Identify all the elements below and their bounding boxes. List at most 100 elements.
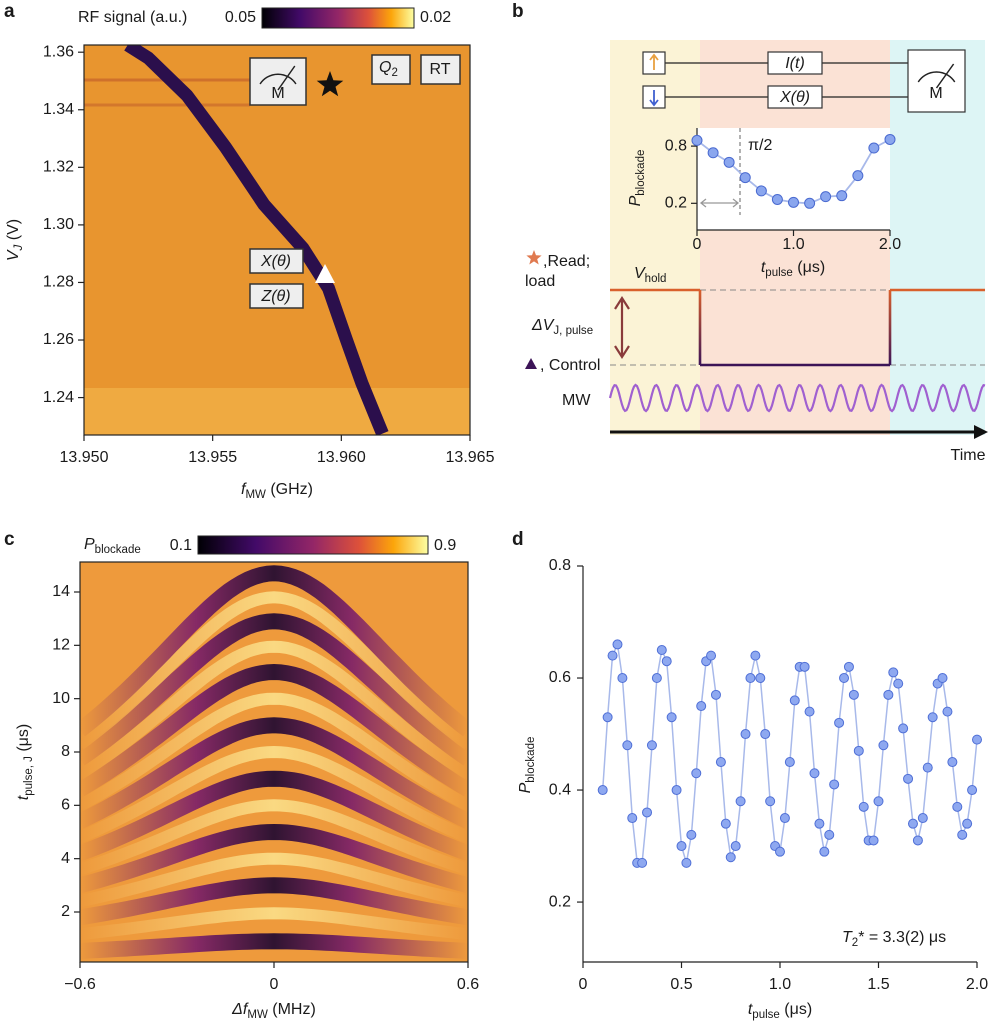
y-axis-label-part: P (517, 782, 534, 793)
y-axis-label-part: (V) (5, 219, 22, 245)
y-axis-label-part: blockade (525, 737, 537, 783)
x-tick-label: −0.6 (64, 976, 96, 993)
data-point (710, 689, 721, 700)
inset-point (884, 133, 896, 145)
x-tick-label: 2.0 (966, 976, 988, 993)
mw-label: MW (562, 392, 591, 409)
bright-fringe (80, 852, 468, 908)
panel-label: a (4, 1, 15, 22)
y-tick-label: 0.2 (665, 195, 687, 212)
data-point (927, 712, 938, 723)
panel-label: c (4, 529, 15, 550)
data-point (972, 734, 982, 745)
data-point (967, 785, 978, 796)
annotation: T2* = 3.3(2) μs (842, 929, 946, 949)
data-point (602, 712, 613, 723)
meter-arc (917, 71, 956, 83)
colorbar-max: 0.02 (420, 9, 451, 26)
data-point (962, 818, 973, 829)
data-point (646, 740, 657, 751)
data-point (903, 773, 914, 784)
data-point (612, 639, 623, 650)
data-point (760, 729, 771, 740)
y-tick-label: 12 (52, 637, 70, 654)
y-tick-label: 1.26 (43, 331, 74, 348)
x-tick-label: 13.955 (188, 449, 237, 466)
x-axis-label-part: MW (245, 489, 266, 501)
x-tick-label: 13.965 (446, 449, 495, 466)
dark-fringe (80, 663, 468, 797)
data-point (957, 829, 968, 840)
fringes (80, 565, 468, 959)
dark-fringe (80, 933, 468, 959)
inset-y-label-part: blockade (635, 150, 647, 196)
data-point (651, 673, 662, 684)
spin-down (649, 90, 659, 107)
colorbar (197, 535, 429, 555)
hold-label-part: V (634, 265, 646, 282)
inset-y-label-part: P (627, 195, 644, 206)
data-point (779, 813, 790, 824)
hold-label: Vhold (634, 265, 666, 285)
y-axis-label-part: (μs) (15, 724, 32, 756)
colorbar-max: 0.9 (434, 537, 456, 554)
data-point (637, 857, 648, 868)
pulse-edge (698, 290, 702, 365)
data-point (765, 796, 776, 807)
data-point (868, 835, 879, 846)
meter-box (907, 49, 966, 113)
x-tick-label: 13.960 (317, 449, 366, 466)
dark-fringe (80, 770, 468, 861)
y-tick-label: 0.8 (549, 557, 571, 574)
heatmap-background (84, 45, 470, 435)
data-point (947, 757, 958, 768)
y-tick-label: 0.6 (549, 669, 571, 686)
x-axis-label-part: (MHz) (268, 1001, 316, 1018)
annotation-part: T (842, 929, 853, 946)
panel-label: b (512, 1, 524, 22)
y-tick-label: 6 (61, 797, 70, 814)
inset-point (868, 142, 880, 154)
data-point (725, 852, 736, 863)
y-axis-label: Pblockade (517, 737, 537, 794)
gate-label: Z(θ) (260, 288, 290, 305)
inset-x-label-part: (μs) (793, 259, 825, 276)
x-tick-label: 0.6 (457, 976, 479, 993)
data-point (627, 813, 638, 824)
x-axis-label-part: (μs) (780, 1001, 812, 1018)
bright-fringe (80, 745, 468, 843)
data-point (937, 673, 948, 684)
y-axis-label: VJ (V) (5, 219, 25, 261)
gate-box (767, 85, 823, 109)
y-tick-label: 0.2 (549, 893, 571, 910)
read-star (316, 71, 344, 97)
inset-point (836, 190, 848, 202)
y-tick-label: 1.28 (43, 274, 74, 291)
y-tick-label: 2 (61, 903, 70, 920)
y-tick-label: 1.32 (43, 159, 74, 176)
dark-fringe (80, 613, 468, 766)
data-point (809, 768, 820, 779)
inset-point (788, 196, 799, 208)
hold-label-part: hold (645, 273, 667, 285)
bright-fringe (80, 640, 468, 780)
resonance-line (124, 45, 389, 435)
inset-point (771, 193, 783, 205)
y-tick-label: 1.24 (43, 389, 74, 406)
y-tick-label: 1.30 (43, 216, 74, 233)
data-point (607, 650, 618, 661)
inset-point (755, 185, 767, 197)
data-point (656, 645, 667, 656)
plot-frame (83, 44, 471, 436)
y-tick-label: 8 (61, 743, 70, 760)
data-point (858, 801, 869, 812)
dark-fringe (80, 877, 468, 926)
pi-half-label: π/2 (748, 137, 772, 154)
gate-box (249, 248, 304, 274)
data-point (848, 689, 859, 700)
inset-point (739, 172, 751, 184)
x-tick-label: 0.5 (670, 976, 692, 993)
x-axis-label-part: (GHz) (266, 481, 313, 498)
